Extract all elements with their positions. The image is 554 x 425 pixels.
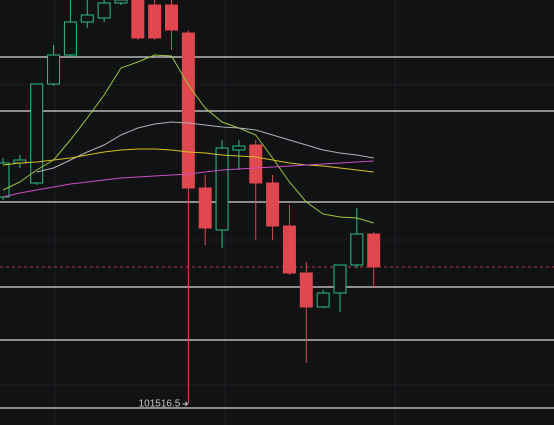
moving-average-line	[2, 160, 374, 198]
candle-body	[148, 4, 162, 39]
candle-body	[232, 145, 246, 151]
candle-body	[181, 32, 195, 189]
candle-body	[249, 144, 263, 184]
candle-body	[30, 83, 44, 184]
candle-body	[198, 187, 212, 229]
candle-body	[367, 233, 381, 268]
candle-body	[215, 147, 229, 231]
candle-body	[80, 14, 94, 23]
candle-body	[282, 225, 296, 274]
candle-body	[0, 162, 10, 198]
candle-body	[47, 54, 61, 85]
candle-body	[165, 4, 178, 31]
low-annotation: 101516.5	[139, 399, 181, 410]
candle-body	[131, 0, 145, 39]
candle-body	[97, 2, 111, 19]
candle-body	[316, 292, 330, 308]
annotation-arrow	[182, 401, 189, 407]
moving-average-line	[2, 54, 374, 224]
moving-average-line	[2, 148, 374, 173]
moving-average-line	[36, 121, 374, 173]
candle-body	[114, 0, 128, 4]
candle-body	[63, 21, 77, 56]
candle-body	[333, 264, 347, 294]
candle-body	[350, 233, 364, 266]
candle-body	[266, 182, 280, 227]
candle-body	[299, 272, 313, 308]
